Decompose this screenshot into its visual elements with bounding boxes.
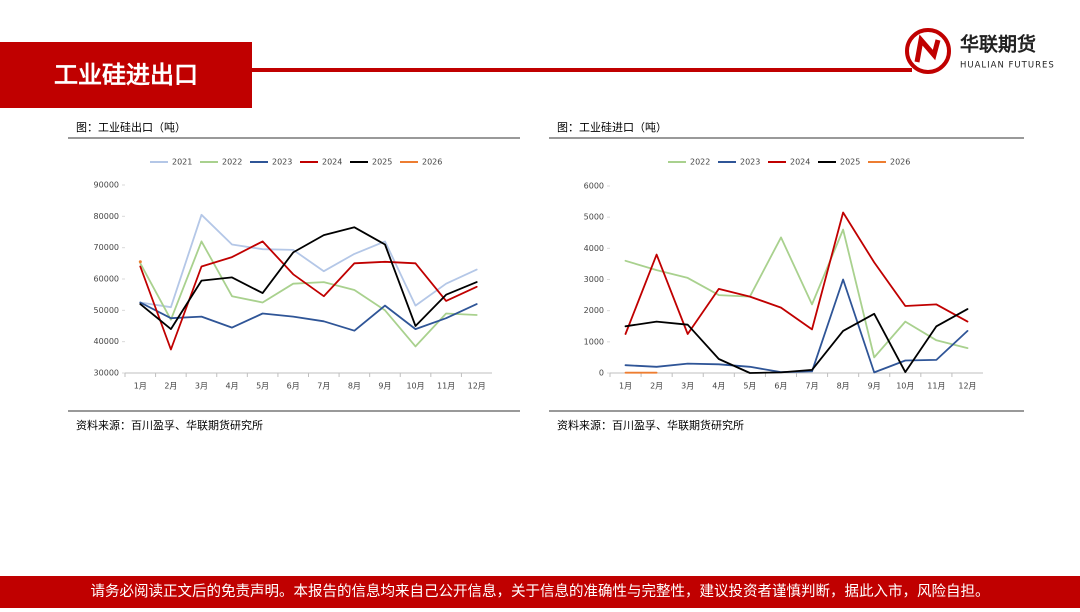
chart-title: 图：工业硅进口（吨） <box>557 121 667 134</box>
x-tick-label: 9月 <box>378 382 391 391</box>
x-tick-label: 8月 <box>348 382 361 391</box>
y-tick-label: 60000 <box>94 275 119 284</box>
x-tick-label: 11月 <box>927 382 945 391</box>
series-line <box>624 278 969 374</box>
legend-label: 2021 <box>172 158 192 167</box>
x-tick-label: 10月 <box>896 382 914 391</box>
logo-mark <box>914 34 941 63</box>
series-line <box>139 240 478 348</box>
y-tick-label: 1000 <box>584 337 604 346</box>
x-tick-label: 9月 <box>868 382 881 391</box>
x-tick-label: 3月 <box>681 382 694 391</box>
y-tick-label: 4000 <box>584 244 604 253</box>
series-line <box>139 240 478 351</box>
series-line <box>139 301 478 332</box>
x-tick-label: 1月 <box>134 382 147 391</box>
source: 资料来源：百川盈孚、华联期货研究所 <box>557 418 744 432</box>
header-line <box>252 68 912 72</box>
legend-label: 2023 <box>740 158 760 167</box>
legend-label: 2025 <box>372 158 392 167</box>
brand: 华联期货 <box>960 33 1036 56</box>
legend-label: 2023 <box>272 158 292 167</box>
x-tick-label: 6月 <box>774 382 787 391</box>
series-line <box>624 228 969 359</box>
series-line <box>624 308 969 374</box>
y-tick-label: 70000 <box>94 243 119 252</box>
y-tick-label: 3000 <box>584 275 604 284</box>
y-tick-label: 50000 <box>94 306 119 315</box>
brand-en: HUALIAN FUTURES <box>960 61 1055 71</box>
source: 资料来源：百川盈孚、华联期货研究所 <box>76 418 263 432</box>
y-tick-label: 80000 <box>94 212 119 221</box>
x-tick-label: 10月 <box>406 382 424 391</box>
y-tick-label: 5000 <box>584 213 604 222</box>
y-tick-label: 40000 <box>94 337 119 346</box>
x-tick-label: 11月 <box>437 382 455 391</box>
x-tick-label: 4月 <box>712 382 725 391</box>
legend-label: 2026 <box>422 158 442 167</box>
footer-band <box>0 576 1080 608</box>
legend-label: 2024 <box>322 158 342 167</box>
x-tick-label: 12月 <box>958 382 976 391</box>
legend-label: 2026 <box>890 158 910 167</box>
header-title: 工业硅进出口 <box>54 61 198 89</box>
x-tick-label: 6月 <box>287 382 300 391</box>
y-tick-label: 6000 <box>584 182 604 191</box>
chart-title: 图：工业硅出口（吨） <box>76 120 186 134</box>
x-tick-label: 7月 <box>317 382 330 391</box>
x-tick-label: 5月 <box>743 382 756 391</box>
series-line <box>139 213 478 309</box>
x-tick-label: 5月 <box>256 382 269 391</box>
disclaimer: 请务必阅读正文后的免责声明。本报告的信息均来自己公开信息，关于信息的准确性与完整… <box>91 582 990 600</box>
x-tick-label: 8月 <box>837 382 850 391</box>
y-tick-label: 30000 <box>94 369 119 378</box>
x-tick-label: 2月 <box>650 382 663 391</box>
legend-label: 2022 <box>222 158 242 167</box>
header-band <box>0 42 252 108</box>
legend-label: 2025 <box>840 158 860 167</box>
x-tick-label: 7月 <box>805 382 818 391</box>
x-tick-label: 3月 <box>195 382 208 391</box>
y-tick-label: 0 <box>599 369 604 378</box>
legend-label: 2022 <box>690 158 710 167</box>
series-line <box>139 226 478 330</box>
y-tick-label: 90000 <box>94 181 119 190</box>
x-tick-label: 2月 <box>164 382 177 391</box>
series-line <box>624 211 969 335</box>
x-tick-label: 1月 <box>619 382 632 391</box>
y-tick-label: 2000 <box>584 306 604 315</box>
x-tick-label: 12月 <box>468 382 486 391</box>
x-tick-label: 4月 <box>225 382 238 391</box>
legend-label: 2024 <box>790 158 810 167</box>
